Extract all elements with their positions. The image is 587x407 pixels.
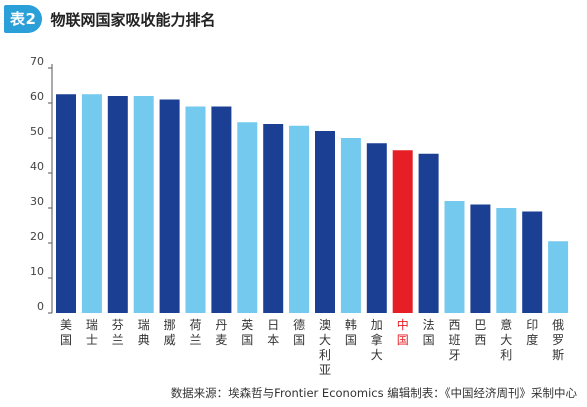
x-tick-label: 美国	[60, 318, 72, 347]
bar	[237, 122, 258, 313]
bar	[470, 204, 491, 313]
x-tick-label: 中国	[397, 317, 409, 347]
x-tick-label: 瑞典	[138, 318, 150, 347]
bar	[289, 125, 310, 313]
header: 表2 物联网国家吸收能力排名	[4, 4, 215, 34]
y-tick-label: 50	[30, 125, 44, 138]
bar	[548, 241, 569, 313]
bar	[185, 106, 206, 313]
x-tick-label: 印度	[526, 318, 538, 347]
bar	[366, 143, 387, 313]
x-tick-label: 芬兰	[112, 318, 124, 347]
x-tick-label: 挪威	[164, 318, 176, 347]
source-note: 数据来源：埃森哲与Frontier Economics 编辑制表：《中国经济周刊…	[170, 386, 577, 400]
x-tick-label: 巴西	[474, 318, 486, 347]
bar	[444, 201, 465, 313]
x-tick-label: 澳大利亚	[319, 318, 331, 377]
bar	[159, 99, 180, 313]
x-tick-label: 日本	[267, 318, 279, 347]
x-tick-label: 丹麦	[215, 318, 227, 347]
x-tick-label: 西班牙	[448, 318, 460, 362]
x-tick-label: 加拿大	[371, 318, 383, 362]
bar	[340, 138, 361, 313]
bar	[263, 124, 284, 313]
y-tick-label: 60	[30, 90, 44, 103]
chart-title: 物联网国家吸收能力排名	[50, 10, 216, 29]
table-badge: 表2	[4, 5, 43, 33]
x-tick-label: 法国	[423, 318, 435, 347]
y-tick-label: 40	[30, 160, 44, 173]
bar	[315, 131, 335, 313]
bar	[107, 96, 128, 313]
y-tick-label: 70	[30, 55, 44, 68]
x-tick-label: 韩国	[345, 317, 357, 347]
bar	[56, 94, 76, 313]
bar	[392, 150, 413, 313]
x-tick-label: 俄罗斯	[552, 318, 564, 362]
x-tick-label: 荷兰	[189, 318, 201, 347]
bar	[211, 106, 232, 313]
bar	[81, 94, 102, 313]
bar	[522, 211, 543, 313]
x-tick-label: 英国	[241, 318, 253, 347]
bar	[496, 208, 517, 313]
bar	[418, 153, 439, 313]
y-tick-label: 30	[30, 195, 44, 208]
x-tick-label: 德国	[293, 317, 305, 347]
bars	[56, 94, 569, 313]
x-tick-label: 瑞士	[86, 318, 98, 347]
y-tick-label: 10	[30, 265, 44, 278]
y-tick-label: 0	[37, 300, 44, 313]
y-tick-label: 20	[30, 230, 44, 243]
y-axis: 0 10 20 30 40 50 60 70	[30, 55, 53, 314]
bar	[133, 96, 154, 313]
x-tick-label: 意大利	[500, 317, 512, 362]
